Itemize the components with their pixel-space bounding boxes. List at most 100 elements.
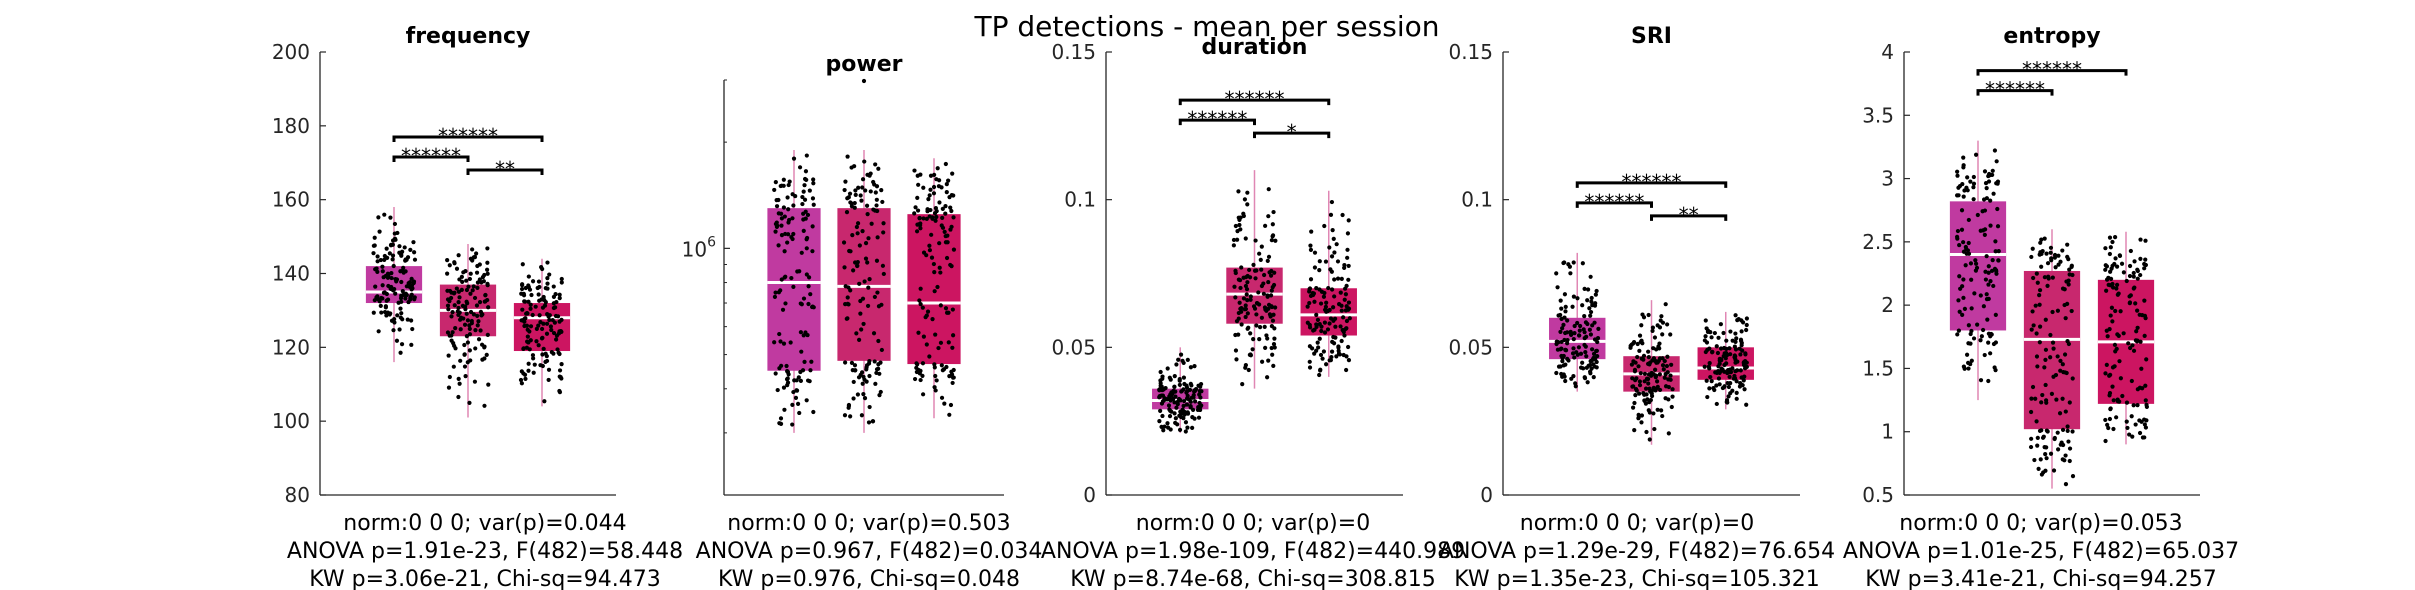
data-point: [2049, 256, 2054, 261]
data-point: [875, 235, 880, 240]
data-point: [1346, 357, 1352, 363]
data-point: [1270, 352, 1275, 357]
data-point: [921, 216, 926, 221]
data-point: [934, 214, 939, 220]
data-point: [2033, 396, 2038, 401]
data-point: [454, 266, 460, 271]
data-point: [1344, 354, 1349, 359]
data-point: [918, 286, 923, 291]
data-point: [470, 288, 475, 293]
data-point: [1588, 359, 1593, 364]
data-point: [1317, 336, 1322, 341]
data-point: [2063, 316, 2068, 321]
data-point: [1347, 316, 1352, 321]
data-point: [1972, 291, 1977, 296]
data-point: [542, 399, 547, 404]
data-point: [1233, 348, 1239, 353]
data-point: [1957, 242, 1962, 248]
data-point: [785, 376, 790, 381]
data-point: [532, 362, 537, 367]
data-point: [939, 363, 944, 368]
data-point: [1631, 341, 1636, 346]
data-point: [1273, 305, 1278, 310]
data-point: [1562, 337, 1567, 343]
data-point: [2062, 352, 2068, 357]
data-point: [2138, 237, 2143, 242]
data-point: [868, 189, 873, 194]
data-point: [846, 302, 851, 307]
stats-line: ANOVA p=1.98e-109, F(482)=440.989: [1041, 539, 1465, 564]
data-point: [2135, 402, 2140, 408]
data-point: [1991, 191, 1996, 196]
data-point: [920, 361, 926, 366]
data-point: [2110, 239, 2115, 245]
data-point: [951, 375, 956, 380]
data-point: [854, 331, 859, 336]
data-point: [2118, 376, 2123, 381]
data-point: [1978, 378, 1984, 383]
data-point: [1725, 400, 1730, 405]
data-point: [459, 274, 464, 279]
data-point: [932, 362, 937, 367]
data-point: [380, 264, 385, 269]
data-point: [540, 305, 546, 310]
data-point: [774, 198, 779, 203]
data-point: [1329, 199, 1335, 205]
data-point: [1956, 185, 1961, 190]
data-point: [1633, 378, 1638, 383]
data-point: [1961, 295, 1966, 300]
data-point: [1158, 408, 1163, 413]
data-point: [1272, 326, 1277, 331]
data-point: [469, 318, 474, 324]
data-point: [393, 277, 398, 282]
data-point: [1637, 379, 1643, 384]
data-point: [851, 268, 856, 273]
data-point: [806, 284, 811, 289]
data-point: [874, 258, 880, 263]
data-point: [2043, 347, 2049, 352]
data-point: [1983, 269, 1988, 274]
data-point: [1637, 383, 1643, 388]
data-point: [1261, 291, 1266, 296]
data-point: [1243, 283, 1249, 289]
data-point: [1321, 349, 1326, 354]
data-point: [1572, 323, 1577, 329]
data-point: [2066, 282, 2071, 287]
data-point: [521, 371, 526, 376]
data-point: [951, 247, 957, 252]
data-point: [951, 215, 956, 220]
data-point: [783, 231, 788, 237]
data-point: [797, 410, 802, 416]
data-point: [1346, 300, 1352, 305]
data-point: [1957, 274, 1962, 279]
data-point: [2048, 245, 2054, 250]
data-point: [2121, 270, 2126, 275]
data-point: [2114, 264, 2120, 269]
data-point: [2039, 264, 2044, 269]
data-point: [2143, 398, 2148, 403]
y-tick-label: 4: [1881, 40, 1894, 64]
data-point: [1742, 387, 1747, 392]
data-point: [539, 264, 544, 270]
data-point: [1344, 326, 1349, 331]
data-point: [879, 302, 884, 307]
data-point: [458, 327, 463, 332]
data-point: [948, 402, 954, 408]
significance-label: *: [1287, 120, 1297, 144]
data-point: [1962, 306, 1968, 311]
data-point: [1726, 394, 1731, 399]
significance-bracket: [1650, 214, 1728, 221]
stats-line: KW p=3.06e-21, Chi-sq=94.473: [309, 567, 660, 590]
data-point: [798, 330, 803, 335]
data-point: [2131, 348, 2137, 353]
data-point: [447, 333, 452, 338]
data-point: [1739, 340, 1744, 346]
data-point: [1198, 384, 1203, 389]
data-point: [1730, 388, 1735, 393]
data-point: [1344, 283, 1349, 288]
data-point: [458, 358, 463, 363]
data-point: [2044, 456, 2049, 461]
data-point: [1740, 348, 1745, 353]
data-point: [2135, 267, 2140, 272]
data-point: [389, 275, 394, 281]
